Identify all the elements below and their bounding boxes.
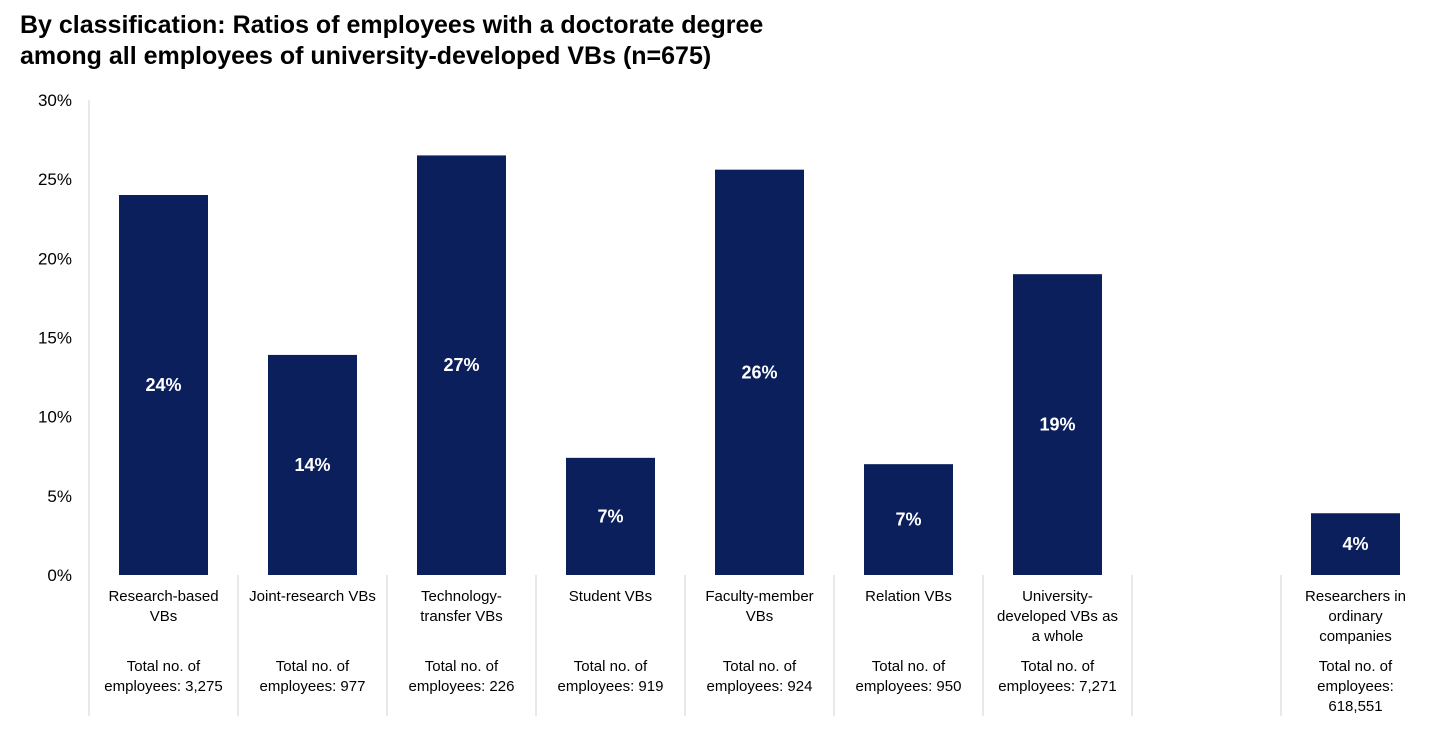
category-total: employees: 924 <box>707 678 813 695</box>
category-total: Total no. of <box>574 658 648 675</box>
bar-data-label: 7% <box>895 510 921 530</box>
category-label: University- <box>1022 588 1093 605</box>
category-label: Research-based <box>108 588 218 605</box>
bar <box>417 155 506 575</box>
y-tick-label: 15% <box>38 329 72 348</box>
y-tick-label: 5% <box>47 487 72 506</box>
category-total: employees: 977 <box>260 678 366 695</box>
category-total: Total no. of <box>872 658 946 675</box>
bar <box>1311 513 1400 575</box>
category-total: Total no. of <box>127 658 201 675</box>
category-total: employees: 226 <box>409 678 515 695</box>
bar-data-label: 27% <box>443 355 479 375</box>
y-tick-label: 20% <box>38 249 72 268</box>
category-label: Researchers in <box>1305 588 1406 605</box>
category-total: employees: 3,275 <box>104 678 222 695</box>
bar-data-label: 26% <box>741 362 777 382</box>
category-total: employees: 919 <box>558 678 664 695</box>
category-label: VBs <box>746 608 774 625</box>
category-label: transfer VBs <box>420 608 503 625</box>
bar <box>119 195 208 575</box>
chart-title-line-2: among all employees of university-develo… <box>20 42 712 70</box>
bar-data-label: 24% <box>145 375 181 395</box>
y-tick-label: 25% <box>38 170 72 189</box>
category-label: VBs <box>150 608 178 625</box>
category-label: Faculty-member <box>705 588 813 605</box>
bar <box>1013 274 1102 575</box>
bar-data-label: 14% <box>294 455 330 475</box>
category-label: ordinary <box>1328 608 1383 625</box>
category-total: employees: <box>1317 678 1394 695</box>
chart-title-line-1: By classification: Ratios of employees w… <box>20 11 764 39</box>
category-total: Total no. of <box>1021 658 1095 675</box>
y-tick-label: 0% <box>47 566 72 585</box>
bar <box>715 169 804 575</box>
bar-data-label: 19% <box>1039 415 1075 435</box>
category-total: Total no. of <box>425 658 499 675</box>
category-label: companies <box>1319 628 1392 645</box>
category-total: Total no. of <box>1319 658 1393 675</box>
category-label: Technology- <box>421 588 502 605</box>
category-total: employees: 7,271 <box>998 678 1116 695</box>
bar-data-label: 4% <box>1342 534 1368 554</box>
category-label: a whole <box>1032 628 1084 645</box>
category-total: employees: 950 <box>856 678 962 695</box>
category-label: Student VBs <box>569 588 652 605</box>
category-label: Joint-research VBs <box>249 588 376 605</box>
y-tick-label: 30% <box>38 91 72 110</box>
category-total: 618,551 <box>1328 698 1382 715</box>
chart-title: By classification: Ratios of employees w… <box>20 10 1220 72</box>
y-tick-label: 10% <box>38 408 72 427</box>
bar <box>566 457 655 575</box>
bar <box>864 464 953 575</box>
bar <box>268 354 357 575</box>
category-total: Total no. of <box>276 658 350 675</box>
category-label: developed VBs as <box>997 608 1118 625</box>
category-total: Total no. of <box>723 658 797 675</box>
category-label: Relation VBs <box>865 588 952 605</box>
bar-data-label: 7% <box>597 506 623 526</box>
